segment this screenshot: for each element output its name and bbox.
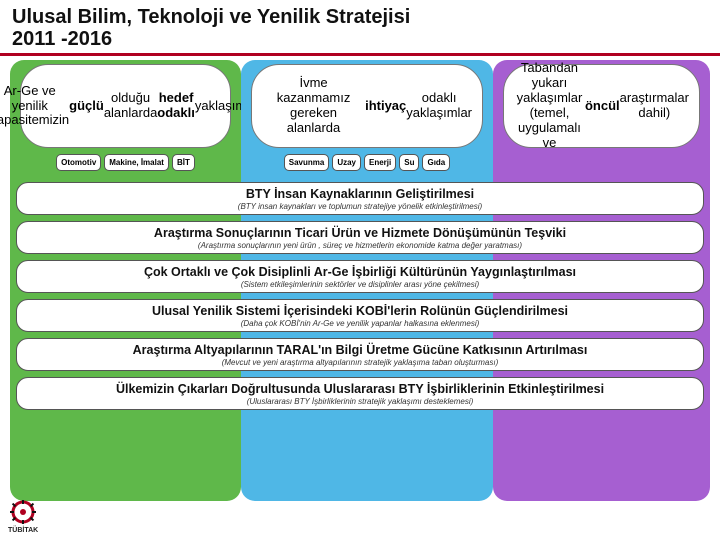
strategy-bar-title: Ülkemizin Çıkarları Doğrultusunda Ulusla… [27, 382, 693, 396]
tag: Enerji [364, 154, 396, 171]
pillar-text-0: Ar-Ge ve yenilik kapasitemizin güçlü old… [20, 64, 231, 148]
strategy-bar-title: Çok Ortaklı ve Çok Disiplinli Ar-Ge İşbi… [27, 265, 693, 279]
pillar-tags-1: SavunmaUzayEnerjiSuGıda [245, 154, 489, 171]
logo-label: TÜBİTAK [8, 527, 38, 534]
page-title-line1: Ulusal Bilim, Teknoloji ve Yenilik Strat… [12, 6, 708, 28]
pillar-text-1: İvme kazanmamız gereken alanlarda ihtiya… [251, 64, 483, 148]
tubitak-logo: TÜBİTAK [8, 500, 38, 534]
strategy-bar-subtitle: (Uluslararası BTY İşbirliklerinin strate… [27, 397, 693, 406]
horizontal-bars: BTY İnsan Kaynaklarının Geliştirilmesi(B… [10, 178, 710, 416]
tag: Su [399, 154, 419, 171]
strategy-bar-title: Araştırma Sonuçlarının Ticari Ürün ve Hi… [27, 226, 693, 240]
tag: Gıda [422, 154, 450, 171]
strategy-bar-2: Çok Ortaklı ve Çok Disiplinli Ar-Ge İşbi… [16, 260, 704, 293]
tag: Uzay [332, 154, 361, 171]
pillar-text-2: Tabandan yukarı yaklaşımlar (temel, uygu… [503, 64, 700, 148]
pillar-tags-0: OtomotivMakine, İmalatBİT [14, 154, 237, 171]
strategy-bar-subtitle: (Araştırma sonuçlarının yeni ürün , süre… [27, 241, 693, 250]
gear-icon [8, 500, 38, 526]
strategy-bar-title: BTY İnsan Kaynaklarının Geliştirilmesi [27, 187, 693, 201]
tag: Otomotiv [56, 154, 101, 171]
strategy-bar-5: Ülkemizin Çıkarları Doğrultusunda Ulusla… [16, 377, 704, 410]
tag: Savunma [284, 154, 330, 171]
tag: BİT [172, 154, 195, 171]
strategy-bar-subtitle: (Daha çok KOBİ'nin Ar-Ge ve yenilik yapa… [27, 319, 693, 328]
strategy-bar-subtitle: (Mevcut ve yeni araştırma altyapılarının… [27, 358, 693, 367]
tag: Makine, İmalat [104, 154, 169, 171]
page-title-line2: 2011 -2016 [12, 28, 708, 51]
strategy-bar-4: Araştırma Altyapılarının TARAL'ın Bilgi … [16, 338, 704, 371]
strategy-bar-subtitle: (BTY insan kaynakları ve toplumun strate… [27, 202, 693, 211]
strategy-bar-title: Ulusal Yenilik Sistemi İçerisindeki KOBİ… [27, 304, 693, 318]
pillars-container: Ar-Ge ve yenilik kapasitemizin güçlü old… [10, 56, 710, 501]
title-bar: Ulusal Bilim, Teknoloji ve Yenilik Strat… [0, 0, 720, 56]
strategy-bar-0: BTY İnsan Kaynaklarının Geliştirilmesi(B… [16, 182, 704, 215]
strategy-bar-title: Araştırma Altyapılarının TARAL'ın Bilgi … [27, 343, 693, 357]
strategy-bar-3: Ulusal Yenilik Sistemi İçerisindeki KOBİ… [16, 299, 704, 332]
strategy-bar-1: Araştırma Sonuçlarının Ticari Ürün ve Hi… [16, 221, 704, 254]
strategy-bar-subtitle: (Sistem etkileşimlerinin sektörler ve di… [27, 280, 693, 289]
